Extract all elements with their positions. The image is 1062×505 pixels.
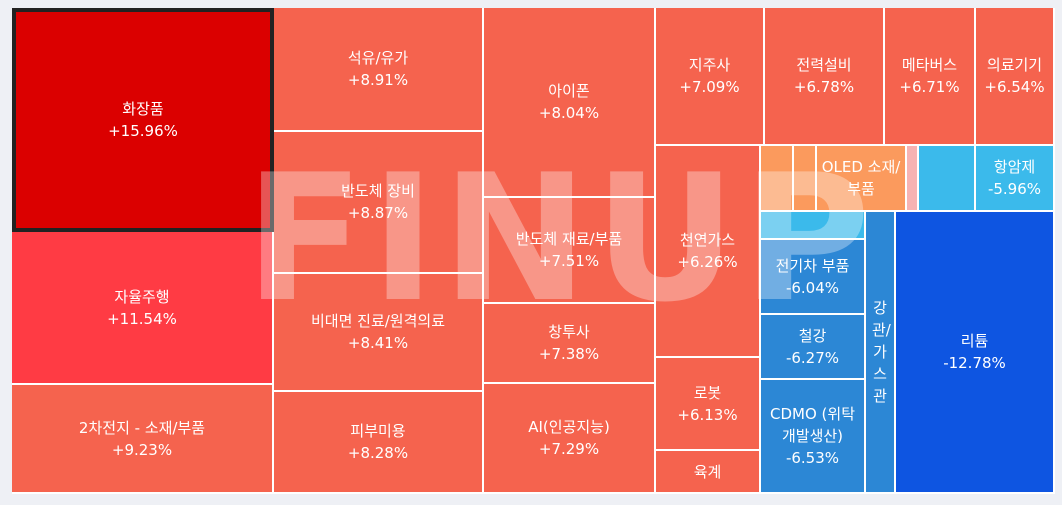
treemap-tile[interactable]: 메타버스 +6.71% — [885, 8, 976, 146]
tile-name: CDMO (위탁개발생산) — [770, 405, 855, 445]
tile-name: 화장품 — [122, 100, 164, 118]
treemap-tile[interactable]: 석유/유가 +8.91% — [274, 8, 484, 132]
tile-name: 천연가스 — [679, 231, 736, 249]
treemap-tile[interactable]: 천연가스 +6.26% — [656, 146, 761, 358]
treemap-tile[interactable]: 로봇 +6.13% — [656, 358, 761, 451]
tile-change-value: +8.87% — [347, 204, 409, 222]
tile-name: 반도체 장비 — [341, 182, 415, 200]
tile-name: 로봇 — [693, 383, 722, 402]
tile-name: 항암제 — [993, 158, 1036, 176]
tile-name: 리튬 — [960, 332, 989, 350]
tile-name: 철강 — [798, 326, 827, 345]
tile-change-value: +8.41% — [347, 334, 409, 352]
tile-name: 육계 — [693, 462, 722, 481]
tile-name: OLED 소재/부품 — [821, 158, 901, 198]
treemap-tile[interactable]: 아이폰 +8.04% — [484, 8, 656, 198]
tile-name: 아이폰 — [548, 82, 590, 100]
tile-name: 지주사 — [688, 56, 731, 74]
treemap-tile[interactable]: 전력설비 +6.78% — [765, 8, 885, 146]
tile-change-value: +15.96% — [108, 122, 178, 140]
treemap-tile[interactable] — [794, 146, 817, 212]
treemap-tile[interactable]: 반도체 장비 +8.87% — [274, 132, 484, 274]
treemap-tile[interactable] — [761, 212, 866, 240]
tile-change-value: -12.78% — [943, 354, 1006, 372]
tile-name: 전력설비 — [796, 56, 852, 74]
tile-name: 피부미용 — [350, 422, 406, 440]
tile-name: 창투사 — [548, 323, 590, 341]
tile-change-value: +11.54% — [107, 309, 177, 328]
tile-change-value: -6.53% — [785, 449, 840, 467]
tile-change-value: -6.04% — [785, 278, 840, 297]
tile-name: 비대면 진료/원격의료 — [310, 312, 446, 330]
treemap-tile[interactable]: 항암제 -5.96% — [976, 146, 1055, 212]
tile-change-value: +6.13% — [677, 405, 738, 424]
treemap-chart: 화장품 +15.96% 자율주행 +11.54% 2차전지 - 소재/부품 +9.23% 석… — [12, 8, 1055, 494]
treemap-tile[interactable]: 리튬 -12.78% — [896, 212, 1055, 494]
tile-name: 강관/가스관 — [872, 299, 891, 405]
tile-name: AI(인공지능) — [528, 418, 610, 436]
treemap-tile[interactable]: 육계 — [656, 451, 761, 494]
tile-change-value: +6.78% — [793, 78, 855, 96]
treemap-tile[interactable]: 2차전지 - 소재/부품 +9.23% — [12, 385, 274, 494]
treemap-tile[interactable]: 반도체 재료/부품 +7.51% — [484, 198, 656, 304]
tile-change-value: +7.29% — [538, 440, 600, 458]
tile-change-value: +9.23% — [111, 440, 173, 459]
treemap-tile[interactable]: 의료기기 +6.54% — [976, 8, 1055, 146]
treemap-tile[interactable] — [907, 146, 919, 212]
tile-change-value: +6.54% — [984, 78, 1045, 96]
tile-change-value: +7.38% — [538, 345, 600, 363]
tile-name: 자율주행 — [114, 287, 170, 306]
tile-change-value: +8.91% — [347, 71, 409, 89]
treemap-tile[interactable]: 피부미용 +8.28% — [274, 392, 484, 494]
tile-change-value: +8.28% — [347, 444, 409, 462]
treemap-tile[interactable]: 철강 -6.27% — [761, 315, 866, 380]
tile-change-value: +7.09% — [679, 78, 740, 96]
treemap-tile[interactable]: OLED 소재/부품 — [817, 146, 907, 212]
tile-change-value: +6.26% — [677, 253, 738, 271]
treemap-tile[interactable]: CDMO (위탁개발생산) -6.53% — [761, 380, 866, 494]
treemap-tile[interactable]: 비대면 진료/원격의료 +8.41% — [274, 274, 484, 392]
treemap-tile[interactable]: 전기차 부품 -6.04% — [761, 240, 866, 315]
tile-name: 석유/유가 — [347, 49, 409, 67]
tile-change-value: +8.04% — [538, 104, 600, 122]
tile-name: 반도체 재료/부품 — [515, 230, 623, 248]
tile-change-value: -5.96% — [987, 180, 1042, 198]
tile-change-value: +7.51% — [538, 252, 600, 270]
treemap-tile[interactable]: AI(인공지능) +7.29% — [484, 384, 656, 494]
treemap-tile[interactable]: 지주사 +7.09% — [656, 8, 765, 146]
tile-name: 의료기기 — [986, 56, 1043, 74]
treemap-tile[interactable] — [919, 146, 976, 212]
treemap-tile[interactable] — [761, 146, 794, 212]
tile-name: 2차전지 - 소재/부품 — [78, 418, 206, 437]
treemap-tile[interactable]: 자율주행 +11.54% — [12, 232, 274, 385]
tile-change-value: +6.71% — [899, 78, 960, 96]
tile-name: 메타버스 — [901, 56, 958, 74]
treemap-tile[interactable]: 창투사 +7.38% — [484, 304, 656, 384]
treemap-tile[interactable]: 강관/가스관 — [866, 212, 896, 494]
tile-name: 전기차 부품 — [775, 256, 850, 275]
tile-change-value: -6.27% — [785, 348, 840, 367]
treemap-tile[interactable]: 화장품 +15.96% — [12, 8, 274, 232]
